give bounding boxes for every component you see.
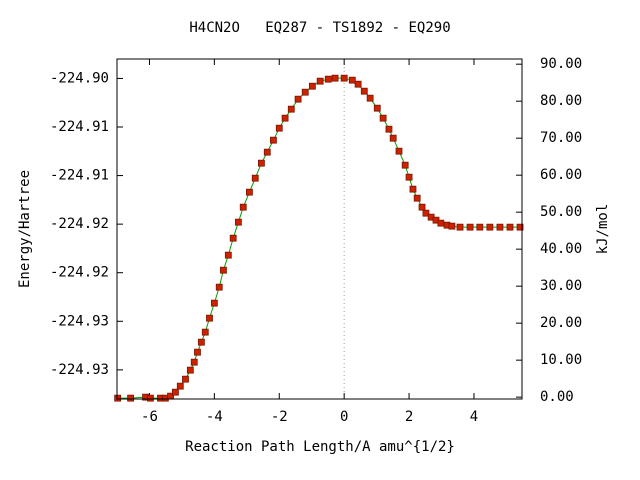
y2-tick-label: 80.00 xyxy=(540,93,582,109)
data-point xyxy=(379,114,387,122)
data-point xyxy=(147,394,154,402)
data-point xyxy=(281,114,289,122)
data-point xyxy=(360,87,368,95)
x-axis-label: Reaction Path Length/A amu^{1/2} xyxy=(185,439,455,455)
data-point xyxy=(456,223,464,231)
data-point xyxy=(239,203,247,211)
y2-tick-label: 70.00 xyxy=(540,130,582,146)
plot-frame xyxy=(116,58,523,400)
data-point xyxy=(308,82,316,90)
y-tick-label: -224.93 xyxy=(50,362,109,378)
y-tick-label: -224.92 xyxy=(50,216,109,232)
chart-title: H4CN2O EQ287 - TS1892 - EQ290 xyxy=(189,20,450,36)
data-point xyxy=(251,174,259,182)
data-point xyxy=(340,74,348,82)
data-point xyxy=(186,366,194,374)
data-point xyxy=(197,338,205,346)
data-point xyxy=(496,223,504,231)
data-point xyxy=(466,223,474,231)
data-point xyxy=(373,104,381,112)
data-point xyxy=(176,382,184,390)
data-point xyxy=(275,124,283,132)
data-point xyxy=(476,223,484,231)
data-point xyxy=(190,358,198,366)
data-point xyxy=(210,299,218,307)
data-point xyxy=(301,88,309,96)
y-tick-label: -224.91 xyxy=(50,168,109,184)
data-point xyxy=(206,314,213,322)
y-axis-label: Energy/Hartree xyxy=(17,170,33,288)
data-point xyxy=(422,209,430,217)
data-point xyxy=(506,223,514,231)
data-point xyxy=(324,75,332,83)
y2-axis-label: kJ/mol xyxy=(595,204,611,255)
data-point xyxy=(316,77,324,85)
data-point xyxy=(366,94,374,102)
y2-tick-label: 40.00 xyxy=(540,241,582,257)
data-point xyxy=(258,159,265,167)
data-point xyxy=(182,375,189,383)
data-point xyxy=(354,80,362,88)
y2-tick-label: 30.00 xyxy=(540,278,582,294)
y2-tick-label: 10.00 xyxy=(540,352,582,368)
data-point xyxy=(270,136,277,144)
data-point xyxy=(385,125,393,133)
data-point xyxy=(287,105,295,113)
data-point xyxy=(229,234,237,242)
x-tick-label: 0 xyxy=(340,409,348,425)
y-tick-label: -224.92 xyxy=(50,265,109,281)
data-point xyxy=(405,173,413,181)
data-point xyxy=(331,74,339,82)
x-tick-label: -4 xyxy=(206,409,223,425)
y2-tick-label: 60.00 xyxy=(540,167,582,183)
x-tick-label: 4 xyxy=(470,409,478,425)
y2-tick-label: 0.00 xyxy=(540,389,574,405)
x-tick-label: -6 xyxy=(141,409,158,425)
data-point xyxy=(194,348,201,356)
data-point xyxy=(294,95,302,103)
data-point xyxy=(246,188,253,196)
data-point xyxy=(114,394,122,402)
data-point xyxy=(401,161,409,169)
data-point xyxy=(201,328,209,336)
y-tick-label: -224.91 xyxy=(50,119,109,135)
x-tick-label: -2 xyxy=(271,409,288,425)
data-point xyxy=(448,222,456,230)
y2-tick-label: 90.00 xyxy=(540,56,582,72)
data-point xyxy=(224,251,232,259)
data-point xyxy=(172,388,179,396)
data-point xyxy=(437,219,445,227)
data-point xyxy=(234,218,242,226)
y2-tick-label: 50.00 xyxy=(540,204,582,220)
y-tick-label: -224.93 xyxy=(50,313,109,329)
data-point xyxy=(220,266,227,274)
data-point xyxy=(348,76,356,84)
x-tick-label: 2 xyxy=(405,409,413,425)
data-point xyxy=(409,185,417,193)
y2-tick-label: 20.00 xyxy=(540,315,582,331)
data-point xyxy=(215,283,223,291)
data-point xyxy=(389,134,397,142)
data-point xyxy=(516,223,524,231)
data-point xyxy=(413,194,421,202)
data-point xyxy=(418,203,426,211)
data-point xyxy=(127,394,135,402)
data-point xyxy=(486,223,494,231)
y-tick-label: -224.90 xyxy=(50,70,109,86)
data-point xyxy=(263,148,271,156)
data-point xyxy=(395,147,403,155)
